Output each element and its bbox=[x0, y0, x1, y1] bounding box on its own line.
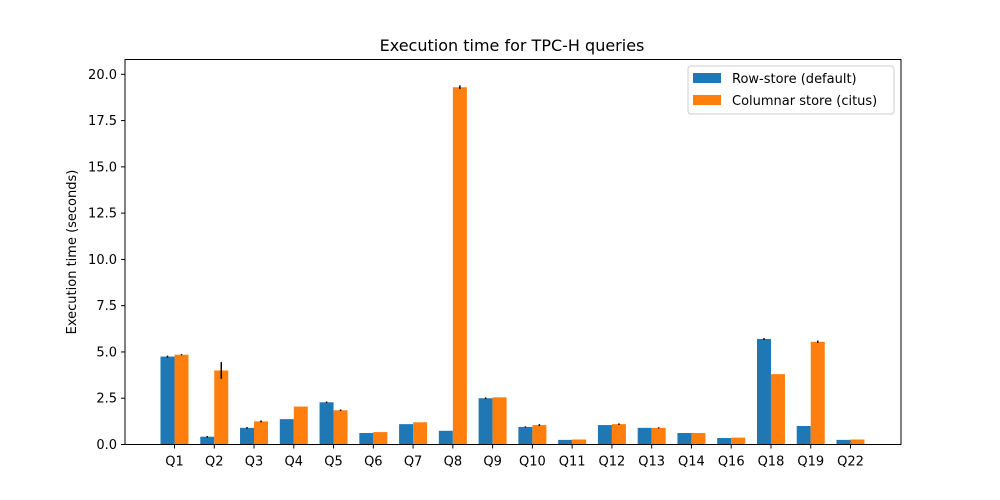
x-tick-label: Q1 bbox=[165, 455, 184, 470]
bar-row-store-q13 bbox=[637, 427, 652, 445]
bar-row-store-q1 bbox=[160, 356, 175, 445]
y-tick-label: 15.0 bbox=[88, 160, 117, 175]
x-tick-label: Q2 bbox=[205, 455, 224, 470]
legend-frame bbox=[687, 65, 895, 115]
bar-columnar-store-q3 bbox=[254, 421, 269, 445]
plot-frame bbox=[124, 59, 902, 445]
bar-row-store-q4 bbox=[279, 419, 294, 445]
legend-swatch-row-store bbox=[693, 73, 721, 83]
x-tick-label: Q8 bbox=[444, 455, 463, 470]
bar-columnar-store-q19 bbox=[810, 341, 825, 445]
x-tick-label: Q4 bbox=[285, 455, 304, 470]
y-tick-label: 5.0 bbox=[96, 345, 117, 360]
bar-columnar-store-q18 bbox=[770, 374, 785, 445]
x-tick-label: Q13 bbox=[638, 455, 665, 470]
bar-row-store-q9 bbox=[478, 398, 493, 445]
bar-columnar-store-q22 bbox=[850, 439, 865, 445]
bar-row-store-q7 bbox=[399, 424, 414, 445]
bar-columnar-store-q6 bbox=[373, 432, 388, 445]
bar-columnar-store-q14 bbox=[691, 433, 706, 445]
bar-columnar-store-q8 bbox=[452, 87, 467, 445]
bar-row-store-q8 bbox=[438, 430, 453, 445]
bar-row-store-q11 bbox=[558, 439, 573, 445]
x-tick-label: Q19 bbox=[797, 455, 824, 470]
x-tick-label: Q22 bbox=[837, 455, 864, 470]
plot-area bbox=[160, 85, 865, 445]
y-tick-label: 0.0 bbox=[96, 438, 117, 453]
bar-columnar-store-q1 bbox=[174, 354, 189, 445]
bar-row-store-q6 bbox=[359, 433, 374, 445]
legend-label-row-store: Row-store (default) bbox=[732, 72, 857, 87]
bar-row-store-q14 bbox=[677, 433, 692, 445]
bar-row-store-q12 bbox=[597, 425, 612, 445]
x-tick-label: Q6 bbox=[364, 455, 383, 470]
bar-columnar-store-q11 bbox=[572, 439, 587, 445]
bar-columnar-store-q13 bbox=[651, 427, 666, 445]
x-tick-label: Q16 bbox=[718, 455, 745, 470]
x-tick-label: Q18 bbox=[758, 455, 785, 470]
x-tick-label: Q3 bbox=[245, 455, 264, 470]
y-tick-label: 10.0 bbox=[88, 253, 117, 268]
y-tick-label: 20.0 bbox=[88, 68, 117, 83]
y-axis-label: Execution time (seconds) bbox=[65, 170, 80, 335]
bar-row-store-q5 bbox=[319, 402, 334, 445]
bar-columnar-store-q5 bbox=[333, 410, 348, 445]
bar-row-store-q2 bbox=[200, 436, 215, 445]
x-tick-label: Q14 bbox=[678, 455, 705, 470]
bar-columnar-store-q4 bbox=[293, 406, 308, 445]
bar-columnar-store-q7 bbox=[413, 422, 428, 445]
y-tick-label: 17.5 bbox=[88, 114, 117, 129]
bar-row-store-q22 bbox=[836, 439, 851, 445]
bar-row-store-q18 bbox=[756, 338, 771, 445]
y-tick-label: 7.5 bbox=[96, 299, 117, 314]
bar-columnar-store-q12 bbox=[611, 424, 626, 445]
legend-swatch-columnar-store bbox=[693, 95, 721, 105]
bar-columnar-store-q16 bbox=[731, 437, 746, 445]
y-tick-label: 2.5 bbox=[96, 392, 117, 407]
bar-row-store-q3 bbox=[240, 427, 255, 445]
x-tick-label: Q5 bbox=[324, 455, 343, 470]
bar-row-store-q16 bbox=[717, 438, 732, 445]
legend-label-columnar-store: Columnar store (citus) bbox=[732, 94, 877, 109]
x-tick-label: Q11 bbox=[559, 455, 586, 470]
bar-row-store-q10 bbox=[518, 426, 533, 445]
chart-title: Execution time for TPC-H queries bbox=[380, 36, 645, 55]
bar-columnar-store-q9 bbox=[492, 397, 507, 445]
y-tick-label: 12.5 bbox=[88, 207, 117, 222]
bar-columnar-store-q2 bbox=[214, 370, 229, 445]
x-tick-label: Q12 bbox=[599, 455, 626, 470]
legend: Row-store (default) Columnar store (citu… bbox=[687, 65, 895, 115]
x-tick-label: Q7 bbox=[404, 455, 423, 470]
x-tick-label: Q10 bbox=[519, 455, 546, 470]
bar-columnar-store-q10 bbox=[532, 425, 547, 445]
x-tick-label: Q9 bbox=[483, 455, 502, 470]
bar-row-store-q19 bbox=[796, 425, 811, 445]
